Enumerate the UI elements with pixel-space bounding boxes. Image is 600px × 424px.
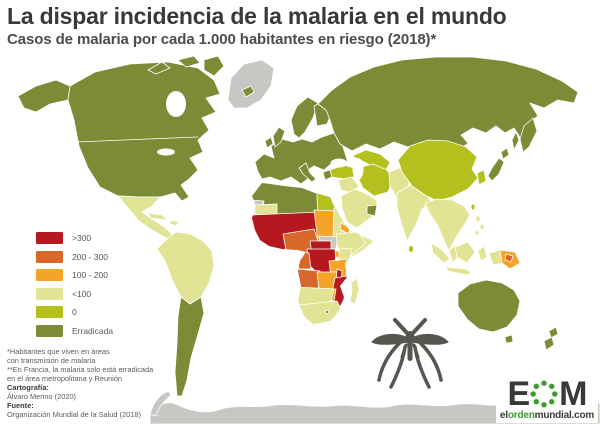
legend-swatch-erradicada [36,324,63,337]
legend-swatch-zero [36,306,63,319]
region-cuba [146,212,169,221]
region-japan [487,157,505,182]
region-korea [476,169,487,186]
note-line: *Habitantes que viven en áreas [7,347,110,356]
cartography-label: Cartografía: [7,383,49,392]
eom-website-link[interactable]: elordenmundial.com [496,410,598,421]
region-png-highlands [504,253,514,263]
legend-label: <100 [72,288,92,299]
note-line: **En Francia, la malaria solo está errad… [7,365,154,374]
lake-victoria [334,256,340,262]
caspian-sea [352,158,364,180]
region-congo-gabon [295,249,312,270]
page-title: La dispar incidencia de la malaria en el… [7,3,507,29]
legend-row: Erradicada [36,324,114,337]
region-tasmania [504,334,514,344]
region-java [444,266,472,276]
region-arctic-island [147,61,171,75]
note-line: con transmisión de malaria [7,356,96,365]
cartography-value: Álvaro Merino (2020) [7,392,77,401]
legend-label: 200 - 300 [72,251,108,262]
footnotes: *Habitantes que viven en áreas con trans… [7,347,153,419]
legend-label: 100 - 200 [72,270,108,281]
legend-swatch-100-200 [36,269,63,282]
site-el: el [499,410,508,421]
legend-row: 0 [36,306,113,319]
eom-wordmark: E M [496,375,598,413]
region-sumatra [430,242,451,264]
region-borneo [454,241,476,264]
region-europe-mainland [254,132,349,185]
region-south-africa [298,300,342,325]
site-mundial: mundial.com [534,410,595,421]
region-southeast-asia [424,198,471,252]
region-sri-lanka [408,245,414,253]
black-sea [330,158,348,168]
region-alaska [17,79,71,113]
legend-swatch-200-300 [36,250,63,263]
region-south-america [156,231,215,305]
region-russia [317,56,579,152]
region-new-zealand-north [548,326,559,339]
note-line: en el área metropolitana y Reunión [7,374,123,383]
map-legend: >300 200 - 300 100 - 200 <100 0 Erradica… [36,232,113,344]
region-scandinavia [290,96,319,139]
region-hokkaido [500,147,510,160]
region-philippines [479,223,485,230]
page-subtitle: Casos de malaria por cada 1.000 habitant… [7,31,437,49]
region-madagascar [349,277,360,305]
legend-row: >300 [36,232,113,244]
legend-row: 200 - 300 [36,250,113,263]
region-sakhalin [511,131,520,151]
region-antarctic-peninsula [149,391,171,417]
africa-group [252,183,374,325]
region-ireland [264,136,274,149]
legend-row: <100 [36,287,113,300]
region-australia [457,279,521,333]
region-canada-usa [67,61,221,202]
region-hispaniola [169,219,180,227]
header: La dispar incidencia de la malaria en el… [7,3,507,48]
legend-label: Erradicada [72,325,114,336]
region-uk [272,126,286,148]
great-lakes [157,148,175,156]
logo-letter-e: E [507,375,530,413]
region-lesotho [324,309,329,314]
legend-label: >300 [72,233,92,243]
map-regions [17,55,600,424]
region-philippines [475,215,481,223]
eom-logo: E M elordenmundial.com [496,376,598,423]
logo-letter-m: M [559,375,587,413]
region-sulawesi [477,245,488,262]
region-central-asia [351,149,391,171]
legend-swatch-under100 [36,287,63,300]
region-mexico-central-america [117,195,176,242]
region-italy [298,162,317,183]
hudson-bay [166,91,186,117]
legend-row: 100 - 200 [36,269,113,282]
region-philippines [474,230,480,236]
source-value: Organización Mundial de la Salud (2018) [7,410,141,419]
legend-swatch-300plus [36,232,63,244]
source-label: Fuente: [7,401,34,410]
us-canada-border [75,136,199,143]
region-arctic-island [203,55,225,77]
eom-dotted-o-icon [530,380,558,408]
region-greenland [227,59,275,109]
legend-label: 0 [72,307,77,318]
region-arctic-island [177,55,201,68]
region-iran [356,163,394,197]
region-oman [366,204,378,217]
site-orden: orden [507,410,535,421]
region-iceland [241,85,255,98]
region-new-zealand-south [543,336,555,351]
mosquito-icon [371,318,449,389]
region-kamchatka [519,117,538,153]
region-taiwan [470,203,476,211]
region-southern-cone [174,296,205,397]
